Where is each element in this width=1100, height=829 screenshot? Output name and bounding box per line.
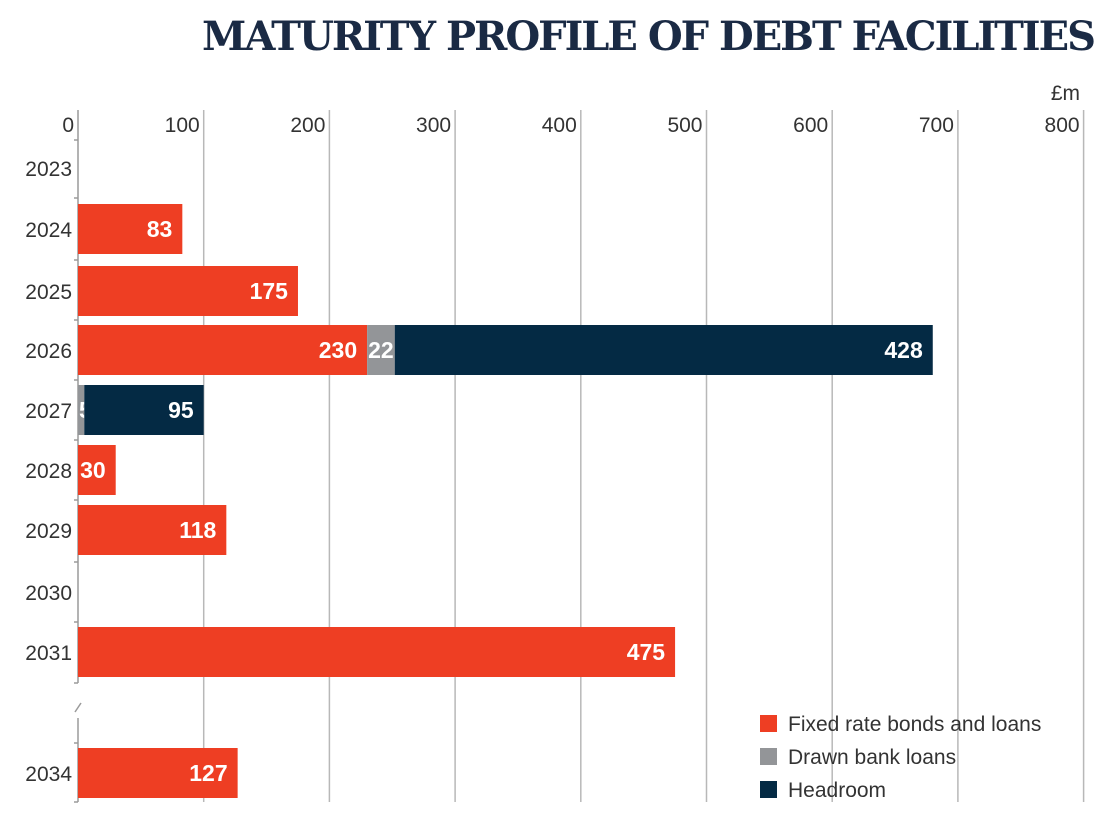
x-tick-label-800: 800 [1045,114,1080,137]
bar-label-2024-0: 83 [147,216,173,242]
unit-label: £m [1051,82,1080,105]
x-tick-label-100: 100 [165,114,200,137]
legend: Fixed rate bonds and loans Drawn bank loa… [760,713,1041,802]
x-tick-label-0: 0 [62,114,74,137]
bar-label-2029-0: 118 [179,517,216,543]
legend-swatch-0 [760,715,777,732]
legend-swatch-1 [760,748,777,765]
x-tick-label-400: 400 [542,114,577,137]
bar-2026-0 [78,325,368,375]
x-tick-label-500: 500 [667,114,702,137]
bar-label-2031-0: 475 [627,639,666,665]
bar-2028-0 [78,445,116,495]
legend-label-1: Drawn bank loans [788,746,956,769]
y-tick-label-2030: 2030 [25,582,72,605]
bar-label-2028-0: 30 [80,457,106,483]
y-tick-labels: 2023 2024 2025 2026 2027 2028 2029 2030 2031 2034 [25,158,72,786]
x-tick-label-200: 200 [290,114,325,137]
bar-2029-0 [78,505,227,555]
y-tick-label-2023: 2023 [25,158,72,181]
legend-label-2: Headroom [788,779,886,802]
y-tick-label-2027: 2027 [25,400,72,423]
bar-label-2025-0: 175 [250,278,289,304]
bar-label-2026-0: 230 [319,337,357,363]
grid-lines [202,110,1085,802]
bar-2031-0 [78,627,676,677]
bar-2027-2 [84,385,204,435]
y-tick-label-2028: 2028 [25,460,72,483]
bar-2034-0 [78,748,238,798]
bar-label-2034-0: 127 [189,760,227,786]
bar-label-2027-2: 95 [168,397,194,423]
y-tick-label-2025: 2025 [25,281,72,304]
y-tick-label-2034: 2034 [25,763,72,786]
chart-title: MATURITY PROFILE OF DEBT FACILITIES [202,13,1094,60]
bar-2025-0 [78,266,298,316]
legend-label-0: Fixed rate bonds and loans [788,713,1041,736]
y-tick-label-2026: 2026 [25,340,72,363]
x-tick-labels: 0 100 200 300 400 500 600 700 800 [62,114,1079,137]
x-tick-label-700: 700 [919,114,954,137]
legend-swatch-2 [760,781,777,798]
y-tick-label-2024: 2024 [25,219,72,242]
bar-2026-1 [367,325,395,375]
y-tick-label-2031: 2031 [25,642,72,665]
x-tick-label-600: 600 [793,114,828,137]
bar-2026-2 [394,325,933,375]
axis-break-mark [74,702,82,713]
x-tick-label-300: 300 [416,114,451,137]
y-tick-label-2029: 2029 [25,520,72,543]
bars: 831752302242859530118475127 [78,204,933,798]
bar-label-2026-2: 428 [884,337,923,363]
bar-2027-1 [78,385,85,435]
bar-2024-0 [78,204,183,254]
bar-label-2026-1: 22 [368,337,394,363]
